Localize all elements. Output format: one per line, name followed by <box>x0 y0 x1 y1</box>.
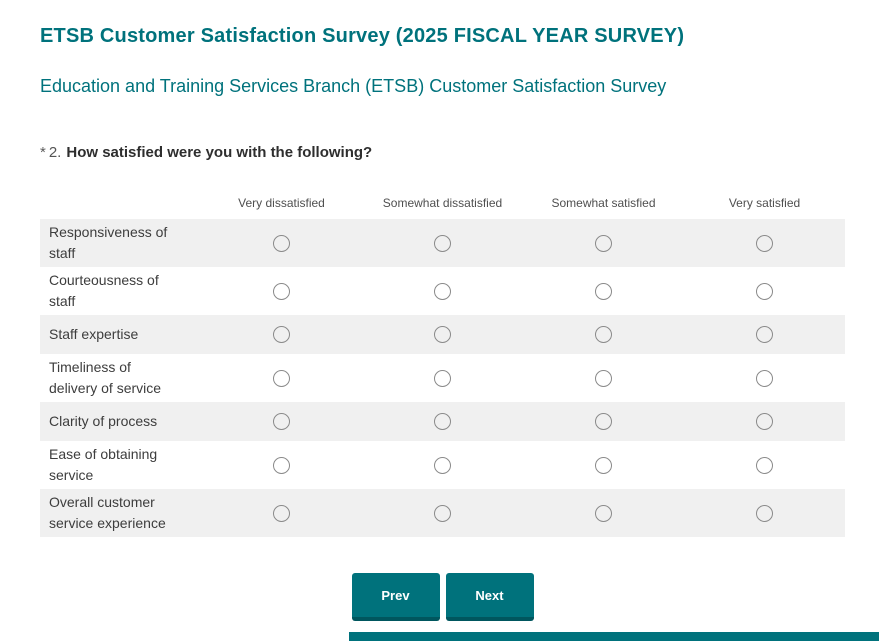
radio-cell <box>201 326 362 343</box>
matrix-row: Ease of obtaining service <box>40 441 845 489</box>
radio-cell <box>684 326 845 343</box>
matrix-rows: Responsiveness of staff Courteousness of … <box>40 219 845 537</box>
next-button[interactable]: Next <box>445 573 534 621</box>
radio-cell <box>362 326 523 343</box>
radio-row7-col1[interactable] <box>273 504 290 522</box>
survey-subtitle: Education and Training Services Branch (… <box>40 76 667 96</box>
radio-row1-col2[interactable] <box>434 234 451 252</box>
radio-cell <box>523 369 684 387</box>
radio-cell <box>201 282 362 300</box>
radio-row3-col2[interactable] <box>434 326 451 343</box>
radio-cell <box>684 504 845 522</box>
row-label: Timeliness of delivery of service <box>49 359 162 396</box>
row-label: Courteousness of staff <box>49 272 159 309</box>
row-label: Staff expertise <box>49 326 139 342</box>
radio-row3-col1[interactable] <box>273 326 290 343</box>
matrix-table: Very dissatisfied Somewhat dissatisfied So… <box>40 196 845 537</box>
column-header-3: Somewhat satisfied <box>551 196 656 210</box>
radio-cell <box>684 234 845 252</box>
radio-cell <box>362 456 523 474</box>
radio-row6-col3[interactable] <box>595 456 612 474</box>
radio-row5-col4[interactable] <box>756 413 773 430</box>
radio-cell <box>684 456 845 474</box>
radio-cell <box>523 326 684 343</box>
radio-row4-col2[interactable] <box>434 369 451 387</box>
radio-cell <box>684 413 845 430</box>
prev-button[interactable]: Prev <box>351 573 440 621</box>
radio-cell <box>362 504 523 522</box>
survey-page: ETSB Customer Satisfaction Survey (2025 … <box>40 25 845 621</box>
radio-cell <box>684 282 845 300</box>
radio-row7-col2[interactable] <box>434 504 451 522</box>
radio-row7-col3[interactable] <box>595 504 612 522</box>
radio-cell <box>201 456 362 474</box>
radio-row5-col2[interactable] <box>434 413 451 430</box>
radio-row5-col1[interactable] <box>273 413 290 430</box>
radio-cell <box>523 413 684 430</box>
survey-title: ETSB Customer Satisfaction Survey (2025 … <box>40 25 685 47</box>
radio-cell <box>362 234 523 252</box>
radio-row1-col1[interactable] <box>273 234 290 252</box>
matrix-row: Timeliness of delivery of service <box>40 354 845 402</box>
radio-row4-col3[interactable] <box>595 369 612 387</box>
radio-row4-col4[interactable] <box>756 369 773 387</box>
radio-cell <box>684 369 845 387</box>
row-label: Clarity of process <box>49 413 158 429</box>
radio-row7-col4[interactable] <box>756 504 773 522</box>
radio-cell <box>523 282 684 300</box>
footer-bar <box>349 632 879 641</box>
question-number: 2. <box>48 144 62 161</box>
radio-cell <box>201 369 362 387</box>
radio-row4-col1[interactable] <box>273 369 290 387</box>
radio-row2-col3[interactable] <box>595 282 612 300</box>
radio-row2-col4[interactable] <box>756 282 773 300</box>
matrix-row: Clarity of process <box>40 402 845 441</box>
radio-cell <box>201 413 362 430</box>
radio-row1-col4[interactable] <box>756 234 773 252</box>
radio-cell <box>362 369 523 387</box>
nav-buttons: Prev Next <box>40 573 845 621</box>
question-text: How satisfied were you with the followin… <box>66 144 373 161</box>
radio-cell <box>523 456 684 474</box>
radio-row2-col2[interactable] <box>434 282 451 300</box>
radio-row6-col1[interactable] <box>273 456 290 474</box>
radio-row2-col1[interactable] <box>273 282 290 300</box>
radio-cell <box>523 504 684 522</box>
matrix-row: Courteousness of staff <box>40 267 845 315</box>
radio-row5-col3[interactable] <box>595 413 612 430</box>
column-header-2: Somewhat dissatisfied <box>382 196 503 210</box>
radio-row6-col2[interactable] <box>434 456 451 474</box>
radio-cell <box>362 413 523 430</box>
row-label: Responsiveness of staff <box>49 224 168 261</box>
column-header-4: Very satisfied <box>728 196 801 210</box>
column-header-1: Very dissatisfied <box>238 196 325 210</box>
required-asterisk: * <box>40 144 46 161</box>
radio-cell <box>362 282 523 300</box>
radio-row1-col3[interactable] <box>595 234 612 252</box>
matrix-row: Overall customer service experience <box>40 489 845 537</box>
radio-cell <box>523 234 684 252</box>
question-heading: * 2. How satisfied were you with the follo… <box>40 143 845 163</box>
matrix-row: Responsiveness of staff <box>40 219 845 267</box>
radio-row6-col4[interactable] <box>756 456 773 474</box>
matrix-header-row: Very dissatisfied Somewhat dissatisfied So… <box>40 196 845 210</box>
radio-cell <box>201 504 362 522</box>
radio-cell <box>201 234 362 252</box>
radio-row3-col4[interactable] <box>756 326 773 343</box>
radio-row3-col3[interactable] <box>595 326 612 343</box>
row-label: Ease of obtaining service <box>49 446 158 483</box>
row-label: Overall customer service experience <box>49 494 166 531</box>
matrix-row: Staff expertise <box>40 315 845 354</box>
